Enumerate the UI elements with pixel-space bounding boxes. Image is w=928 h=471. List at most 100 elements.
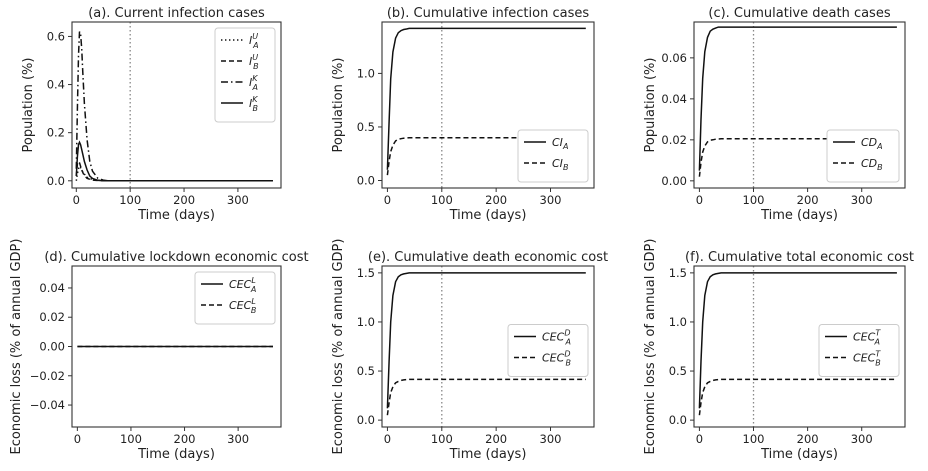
x-axis-label: Time (days) bbox=[760, 208, 838, 223]
chart-panel: (c). Cumulative death cases 0 100 200 300 0.0… bbox=[643, 6, 906, 223]
legend-label: CECD B bbox=[542, 350, 571, 368]
y-tick-label: −0.04 bbox=[30, 398, 65, 412]
legend-label-superscript: U bbox=[252, 32, 258, 41]
legend-label-base: CEC bbox=[853, 331, 876, 344]
legend-label-base: CEC bbox=[542, 352, 565, 365]
series-line bbox=[75, 31, 273, 182]
x-tick-label: 0 bbox=[384, 193, 391, 207]
legend-label-superscript: K bbox=[252, 95, 258, 104]
y-tick-label: 0.5 bbox=[357, 364, 375, 378]
legend-label-base: CEC bbox=[229, 278, 252, 291]
series-line bbox=[386, 27, 586, 170]
y-tick-label: 0.5 bbox=[669, 364, 687, 378]
y-tick-label: 0.0 bbox=[357, 174, 375, 188]
legend-label-base: I bbox=[249, 34, 252, 47]
y-axis-label: Population (%) bbox=[21, 58, 36, 153]
y-tick-label: 1.5 bbox=[357, 266, 375, 280]
chart-panel: (b). Cumulative infection cases 0 100 200 30… bbox=[331, 6, 595, 223]
legend-label-subscript: A bbox=[876, 142, 882, 151]
legend-label-base: CEC bbox=[853, 352, 876, 365]
legend-label-superscript: T bbox=[875, 329, 881, 338]
plot-frame bbox=[693, 21, 906, 189]
x-axis-label: Time (days) bbox=[137, 447, 215, 462]
y-tick-label: −0.02 bbox=[30, 369, 65, 383]
y-tick-label: 0.0 bbox=[357, 413, 375, 427]
legend-label-superscript: D bbox=[564, 329, 570, 338]
series-line bbox=[698, 378, 897, 416]
y-tick-label: 0.04 bbox=[39, 281, 65, 295]
legend-label: IK B bbox=[249, 95, 258, 113]
x-tick-label: 0 bbox=[384, 432, 391, 446]
legend-label-superscript: U bbox=[252, 53, 258, 62]
y-tick-label: 0.06 bbox=[661, 51, 687, 65]
legend-label-subscript: B bbox=[253, 62, 258, 71]
y-axis-label: Population (%) bbox=[331, 58, 346, 153]
legend: CECL A CECL B bbox=[194, 271, 276, 325]
legend-frame bbox=[507, 324, 589, 377]
x-tick-label: 100 bbox=[120, 432, 142, 446]
x-tick-label: 0 bbox=[696, 432, 703, 446]
legend-label: CECT B bbox=[853, 350, 881, 368]
legend-label-subscript: A bbox=[874, 338, 880, 347]
y-tick-label: 1.0 bbox=[357, 315, 375, 329]
x-tick-label: 100 bbox=[743, 193, 765, 207]
legend-label: CECL A bbox=[229, 276, 256, 294]
plot-frame bbox=[381, 265, 595, 428]
x-tick-label: 300 bbox=[851, 432, 873, 446]
y-tick-label: 0.0 bbox=[669, 413, 687, 427]
legend-label: CIB bbox=[552, 157, 568, 172]
legend-label: IU A bbox=[249, 32, 259, 50]
x-tick-label: 200 bbox=[173, 193, 195, 207]
legend-frame bbox=[214, 27, 276, 123]
x-tick-label: 0 bbox=[696, 193, 703, 207]
legend-label-subscript: A bbox=[565, 338, 571, 347]
x-tick-label: 100 bbox=[119, 193, 141, 207]
x-tick-label: 100 bbox=[743, 432, 765, 446]
legend: IU AIU BIK AIK B bbox=[214, 27, 276, 123]
legend-label: CIA bbox=[552, 136, 568, 151]
plot-frame bbox=[381, 21, 595, 189]
legend-label-subscript: B bbox=[566, 359, 572, 368]
x-tick-label: 300 bbox=[227, 432, 249, 446]
legend-label-superscript: T bbox=[875, 350, 881, 359]
y-tick-label: 0.04 bbox=[661, 92, 687, 106]
y-tick-label: 0.00 bbox=[661, 174, 687, 188]
y-axis-label: Population (%) bbox=[643, 58, 658, 153]
legend-label-base: CEC bbox=[542, 331, 565, 344]
legend-label: CECD A bbox=[542, 329, 571, 347]
x-tick-label: 100 bbox=[431, 432, 453, 446]
x-tick-label: 200 bbox=[485, 432, 507, 446]
x-tick-label: 300 bbox=[851, 193, 873, 207]
legend-label: CECT A bbox=[853, 329, 881, 347]
y-tick-label: 0.02 bbox=[39, 310, 65, 324]
legend-label-subscript: A bbox=[252, 41, 258, 50]
legend-label-base: I bbox=[249, 55, 252, 68]
legend-frame bbox=[517, 129, 589, 183]
series-line bbox=[698, 138, 897, 177]
chart-panel: (d). Cumulative lockdown economic cost 0 1… bbox=[9, 239, 309, 462]
y-tick-label: 0.0 bbox=[47, 174, 65, 188]
legend-label-superscript: L bbox=[251, 276, 255, 285]
legend-label-superscript: K bbox=[252, 74, 258, 83]
legend-label-subscript: B bbox=[253, 104, 258, 113]
x-axis-label: Time (days) bbox=[449, 208, 527, 223]
y-tick-label: 0.2 bbox=[47, 126, 65, 140]
chart-title: (d). Cumulative lockdown economic cost bbox=[44, 250, 308, 265]
y-tick-label: 1.5 bbox=[669, 266, 687, 280]
x-tick-label: 300 bbox=[540, 432, 562, 446]
x-tick-label: 300 bbox=[227, 193, 249, 207]
legend-label-superscript: D bbox=[564, 350, 570, 359]
x-axis-label: Time (days) bbox=[137, 208, 215, 223]
legend-label-base: CI bbox=[552, 136, 563, 149]
series-line bbox=[386, 378, 586, 416]
series-line bbox=[75, 160, 273, 182]
y-tick-label: 0.02 bbox=[661, 133, 687, 147]
series-line bbox=[386, 272, 586, 409]
legend-label: CDA bbox=[861, 136, 883, 151]
legend-label: CECL B bbox=[229, 297, 256, 315]
chart-title: (a). Current infection cases bbox=[88, 6, 265, 21]
legend-label-base: CD bbox=[861, 136, 877, 149]
